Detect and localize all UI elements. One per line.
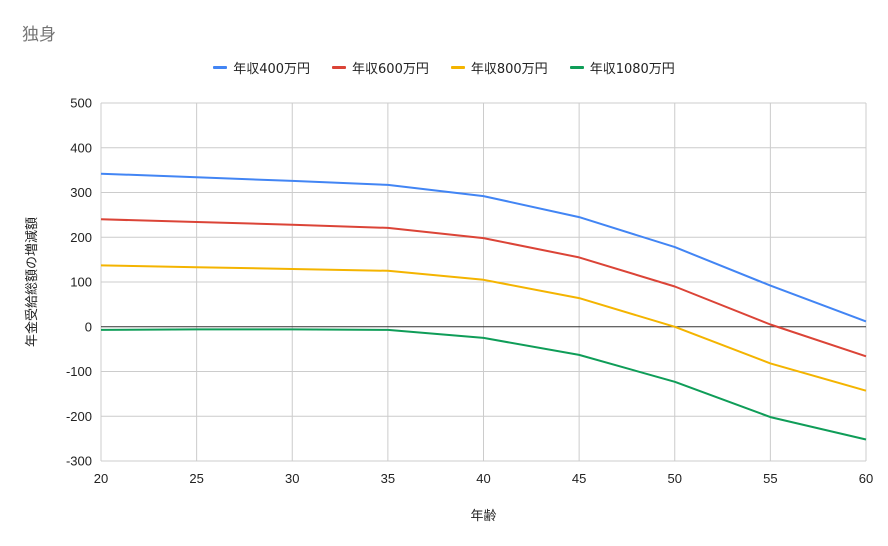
- legend-swatch: [569, 66, 584, 69]
- x-tick-label: 50: [668, 471, 682, 486]
- y-tick-label: 300: [70, 185, 92, 200]
- x-axis-label: 年齢: [470, 509, 496, 524]
- x-tick-label: 30: [285, 471, 299, 486]
- y-tick-label: -300: [66, 454, 92, 469]
- x-tick-label: 25: [189, 471, 203, 486]
- legend-item: 年収400万円: [213, 58, 310, 77]
- legend-item: 年収800万円: [450, 58, 548, 77]
- legend-item: 年収600万円: [332, 58, 429, 77]
- x-tick-label: 40: [476, 471, 490, 486]
- y-tick-label: 400: [70, 140, 92, 155]
- y-tick-label: 100: [70, 275, 92, 290]
- legend-swatch: [332, 66, 347, 69]
- y-tick-label: -100: [66, 364, 92, 379]
- series-line: [100, 328, 867, 441]
- chart-title: 独身: [22, 25, 56, 45]
- series-line: [100, 264, 867, 392]
- legend: 年収400万円 年収600万円 年収800万円 年収1080万円: [0, 58, 888, 77]
- series-line: [100, 172, 867, 323]
- x-tick-label: 35: [381, 471, 395, 486]
- y-tick-label: 500: [70, 96, 92, 111]
- x-tick-label: 55: [763, 471, 777, 486]
- y-tick-label: 200: [70, 230, 92, 245]
- legend-swatch: [213, 66, 228, 69]
- x-tick-label: 60: [859, 471, 873, 486]
- legend-swatch: [450, 66, 465, 69]
- legend-label: 年収1080万円: [589, 62, 675, 77]
- x-tick-label: 45: [572, 471, 586, 486]
- legend-label: 年収600万円: [352, 62, 429, 77]
- y-tick-label: 0: [85, 319, 92, 334]
- y-axis-label: 年金受給総額の増減額: [24, 217, 40, 347]
- legend-label: 年収800万円: [470, 62, 548, 77]
- series-line: [100, 218, 867, 358]
- legend-label: 年収400万円: [233, 62, 311, 77]
- x-tick-label: 20: [94, 471, 108, 486]
- y-tick-label: -200: [66, 409, 92, 424]
- legend-item: 年収1080万円: [569, 58, 675, 77]
